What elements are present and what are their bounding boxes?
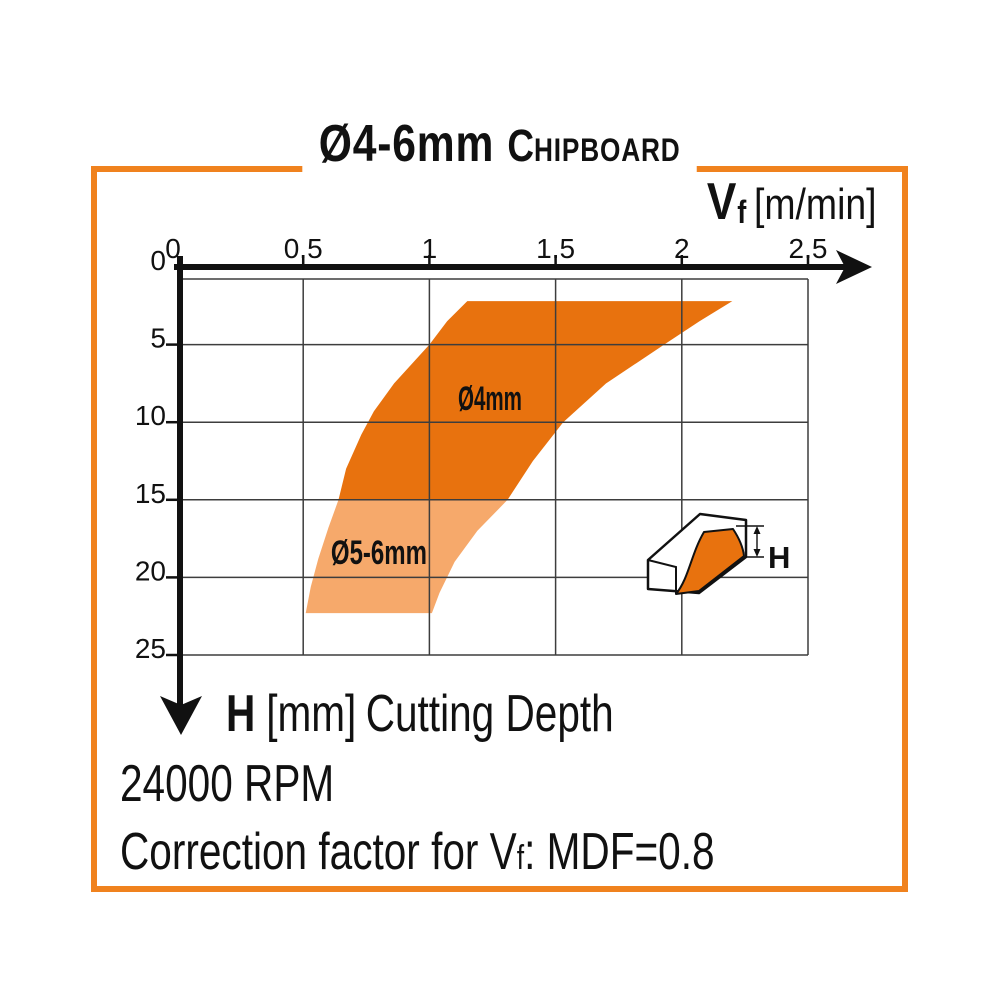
y-tick-label: 20 (135, 555, 166, 586)
rpm-note: 24000 RPM (120, 758, 395, 810)
x-tick-label: 2.5 (789, 233, 828, 264)
tick-labels: 0 0.5 1 1.5 2 2.5 0 5 10 15 20 25 (135, 233, 828, 664)
h-dimension-arrows (753, 526, 761, 557)
x-axis-title: Vf [m/min] (707, 176, 877, 241)
y-axis-title: H [mm] Cutting Depth (226, 688, 723, 740)
chart-title-row: Ø4-6mm CHIPBOARD (91, 118, 908, 201)
correction-suffix: : MDF=0.8 (524, 823, 715, 881)
correction-subscript: f (516, 839, 525, 877)
title-material: C (507, 120, 534, 171)
y-axis-unit: [mm] (266, 685, 357, 743)
x-tick-label: 1.5 (536, 233, 575, 264)
band-label: Ø4mm (458, 380, 522, 418)
x-tick-label: 2 (674, 233, 690, 264)
x-axis-symbol: V (707, 173, 737, 231)
h-dimension-label: H (768, 540, 790, 575)
y-tick-label: 25 (135, 633, 166, 664)
title-diameter-range: Ø4-6mm (318, 115, 495, 173)
x-axis-subscript: f (737, 194, 747, 230)
axes (174, 256, 845, 705)
y-tick-label: 5 (150, 323, 166, 354)
correction-note: Correction factor for Vf: MDF=0.8 (120, 826, 882, 884)
tick-marks (166, 255, 810, 657)
rpm-text: 24000 RPM (120, 755, 335, 813)
y-axis-symbol: H (226, 685, 256, 743)
workpiece-edge-lines (647, 559, 677, 594)
workpiece-cut-face (675, 528, 745, 595)
x-tick-label: 0.5 (284, 233, 323, 264)
y-axis-arrow-icon (160, 696, 202, 735)
band-region-5-6mm (305, 499, 508, 614)
y-tick-label: 10 (135, 400, 166, 431)
x-axis-arrow-icon (836, 250, 872, 284)
band-region-4mm (338, 301, 733, 500)
title-material-rest: HIPBOARD (533, 132, 681, 168)
band-label: Ø5-6mm (331, 534, 427, 572)
chart-title: Ø4-6mm CHIPBOARD (302, 118, 697, 201)
y-tick-label: 0 (150, 245, 166, 276)
x-axis-unit: [m/min] (754, 180, 877, 229)
x-tick-label: 0 (165, 233, 181, 264)
y-axis-text: Cutting Depth (365, 685, 614, 743)
y-tick-label: 15 (135, 478, 166, 509)
x-tick-label: 1 (422, 233, 438, 264)
operating-band (305, 301, 733, 614)
correction-prefix: Correction factor for V (120, 823, 517, 881)
